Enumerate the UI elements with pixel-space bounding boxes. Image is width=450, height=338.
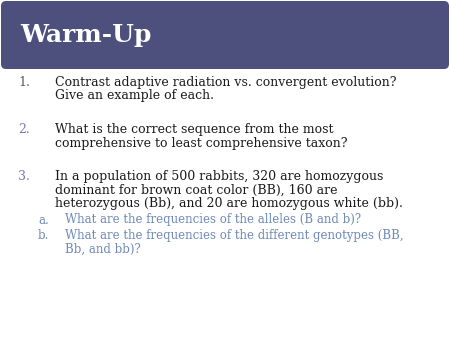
Text: a.: a. xyxy=(38,214,49,226)
Text: comprehensive to least comprehensive taxon?: comprehensive to least comprehensive tax… xyxy=(55,137,347,149)
Text: Contrast adaptive radiation vs. convergent evolution?: Contrast adaptive radiation vs. converge… xyxy=(55,76,396,89)
Text: 1.: 1. xyxy=(18,76,30,89)
Text: Bb, and bb)?: Bb, and bb)? xyxy=(65,242,141,256)
Text: What are the frequencies of the different genotypes (BB,: What are the frequencies of the differen… xyxy=(65,229,404,242)
Text: In a population of 500 rabbits, 320 are homozygous: In a population of 500 rabbits, 320 are … xyxy=(55,170,383,183)
FancyBboxPatch shape xyxy=(1,1,449,69)
Text: What are the frequencies of the alleles (B and b)?: What are the frequencies of the alleles … xyxy=(65,214,361,226)
Text: dominant for brown coat color (BB), 160 are: dominant for brown coat color (BB), 160 … xyxy=(55,184,338,196)
Text: b.: b. xyxy=(38,229,50,242)
Text: 2.: 2. xyxy=(18,123,30,136)
Text: Warm-Up: Warm-Up xyxy=(20,23,151,47)
Text: 3.: 3. xyxy=(18,170,30,183)
Text: heterozygous (Bb), and 20 are homozygous white (bb).: heterozygous (Bb), and 20 are homozygous… xyxy=(55,197,403,210)
Text: What is the correct sequence from the most: What is the correct sequence from the mo… xyxy=(55,123,333,136)
Text: Give an example of each.: Give an example of each. xyxy=(55,90,214,102)
